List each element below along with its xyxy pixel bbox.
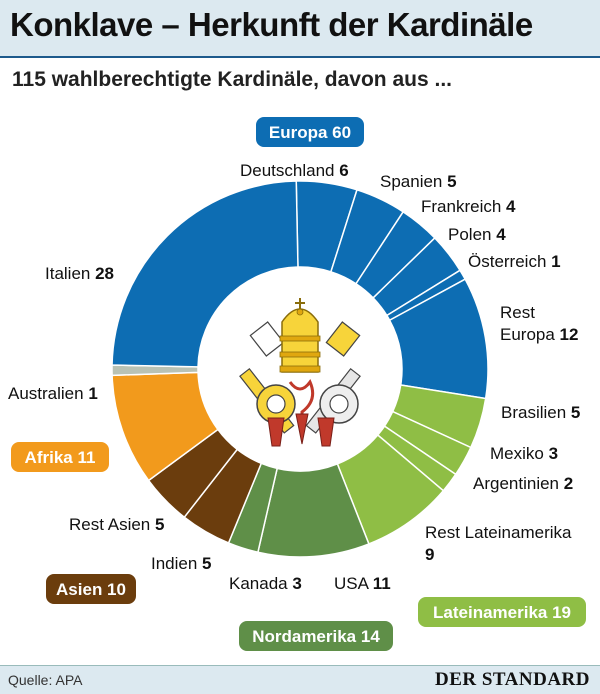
group-badge-label-lateinamerika: Lateinamerika 19 <box>433 603 571 622</box>
donut-chart: Deutschland 6 Spanien 5 Frankreich 4 Polen … <box>8 115 588 653</box>
slice-label-deutschland: Deutschland 6 <box>240 161 349 180</box>
group-badge-label-nordamerika: Nordamerika 14 <box>252 627 380 646</box>
slice-label-oesterreich: Österreich 1 <box>468 252 561 271</box>
title-bar: Konklave – Herkunft der Kardinäle <box>0 0 600 58</box>
footer: Quelle: APA DER STANDARD <box>0 665 600 694</box>
brand-logo: DER STANDARD <box>434 669 590 690</box>
slice-label-frankreich: Frankreich 4 <box>421 197 516 216</box>
group-badge-label-afrika: Afrika 11 <box>25 448 96 467</box>
group-badge-nordamerika: Nordamerika 14 <box>237 619 395 653</box>
chart-subtitle: 115 wahlberechtigte Kardinäle, davon aus… <box>12 68 452 91</box>
group-badge-bg-nordamerika <box>237 619 395 653</box>
group-badge-europa: Europa 60 <box>254 115 366 149</box>
slice-label-mexiko: Mexiko 3 <box>490 444 558 463</box>
slice-label-brasilien: Brasilien 5 <box>501 403 580 422</box>
group-badge-bg-europa <box>254 115 366 149</box>
source-note: Quelle: APA <box>8 672 83 688</box>
slice-label-usa: USA 11 <box>334 574 391 593</box>
slice-label-kanada: Kanada 3 <box>229 574 302 593</box>
group-badge-label-asien: Asien 10 <box>56 580 126 599</box>
slice-label-indien: Indien 5 <box>151 554 212 573</box>
slice-label-rest-lateinamerika: Rest Lateinamerika 9 <box>425 523 572 564</box>
group-badge-bg-afrika <box>9 440 111 474</box>
slice-label-spanien: Spanien 5 <box>380 172 457 191</box>
group-badge-lateinamerika: Lateinamerika 19 <box>416 595 588 629</box>
slice-label-polen: Polen 4 <box>448 225 506 244</box>
group-badge-group: Europa 60 Lateinamerika 19 Nordamerika 14 A… <box>9 115 588 653</box>
slice-group <box>111 180 489 558</box>
group-badge-label-europa: Europa 60 <box>269 123 351 142</box>
group-badge-bg-lateinamerika <box>416 595 588 629</box>
group-badge-afrika: Afrika 11 <box>9 440 111 474</box>
group-badge-bg-asien <box>44 572 138 606</box>
slice-label-rest-asien: Rest Asien 5 <box>69 515 164 534</box>
label-group: Deutschland 6 Spanien 5 Frankreich 4 Polen … <box>8 161 580 593</box>
papal-emblem-icon <box>239 298 361 447</box>
page-title: Konklave – Herkunft der Kardinäle <box>10 6 533 43</box>
group-badge-asien: Asien 10 <box>44 572 138 606</box>
slice-label-rest-europa: Rest Europa 12 <box>500 303 578 344</box>
slice-label-australien: Australien 1 <box>8 384 98 403</box>
slice-label-argentinien: Argentinien 2 <box>473 474 573 493</box>
slice-italien <box>111 180 299 368</box>
slice-label-italien: Italien 28 <box>45 264 114 283</box>
